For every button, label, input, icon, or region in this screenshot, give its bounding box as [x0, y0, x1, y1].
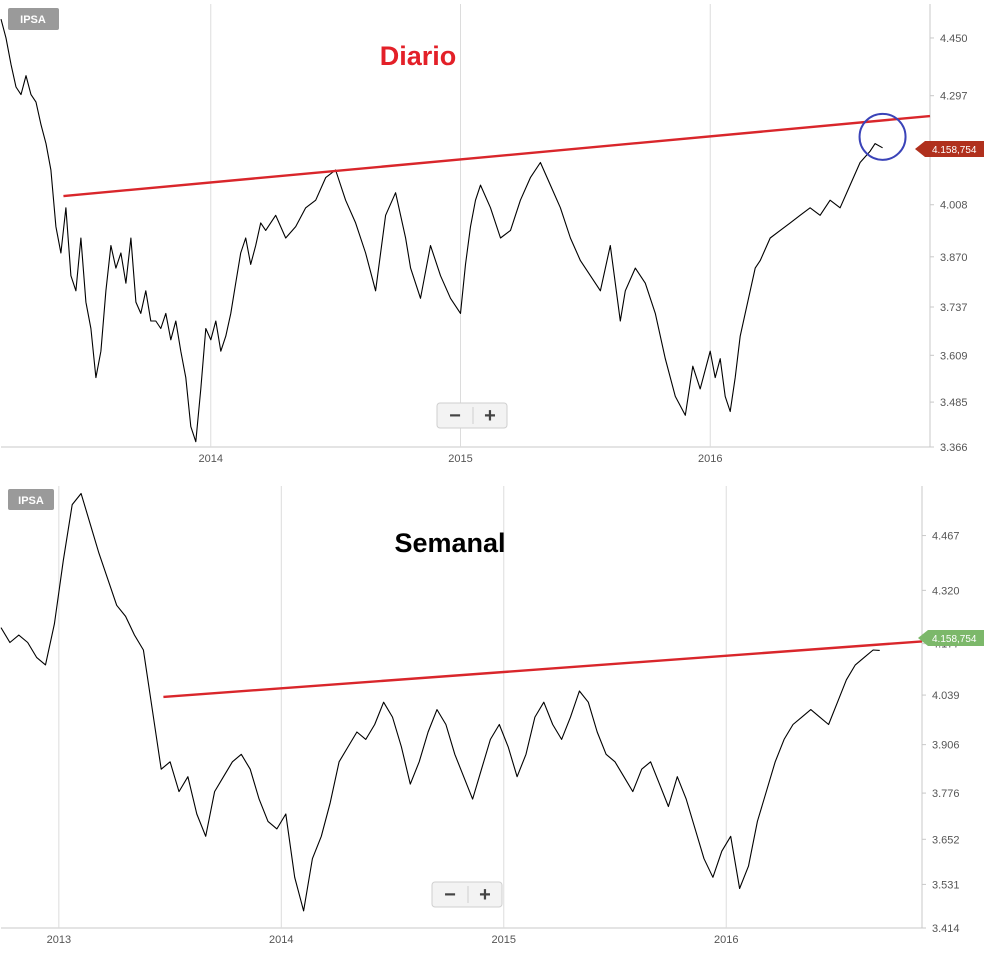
y-axis: 4.4504.2974.1534.0083.8703.7373.6093.485…	[930, 33, 968, 454]
x-tick-label: 2016	[714, 934, 738, 946]
chart-title-diario: Diario	[380, 41, 457, 71]
resistance-trendline	[63, 114, 931, 198]
weekly-chart-panel: 4.4674.3204.1774.0393.9063.7763.6523.531…	[0, 482, 984, 954]
annotation-layer	[63, 112, 931, 198]
x-tick-label: 2016	[698, 453, 722, 465]
last-value-label: 4.158,754	[932, 634, 977, 645]
x-axis: 2014 2015 2016	[199, 453, 723, 465]
y-tick-label: 3.870	[940, 252, 968, 264]
y-tick-label: 3.414	[932, 923, 960, 935]
y-tick-label: 3.366	[940, 442, 968, 454]
zoom-in-button[interactable]: +	[479, 884, 491, 906]
last-value-label: 4.158,754	[932, 145, 977, 156]
ticker-badge[interactable]: IPSA	[8, 489, 54, 510]
y-tick-label: 3.737	[940, 302, 968, 314]
y-tick-label: 3.652	[932, 834, 960, 846]
y-tick-label: 4.008	[940, 200, 968, 212]
last-value-badge: 4.158,754	[918, 630, 984, 646]
x-tick-label: 2015	[448, 453, 472, 465]
y-tick-label: 3.531	[932, 879, 960, 891]
ticker-badge[interactable]: IPSA	[8, 8, 59, 30]
last-value-badge: 4.158,754	[915, 141, 984, 157]
y-tick-label: 4.039	[932, 690, 960, 702]
x-tick-label: 2015	[492, 934, 516, 946]
series-layer	[0, 18, 883, 443]
y-tick-label: 3.906	[932, 740, 960, 752]
zoom-out-button[interactable]: −	[444, 884, 456, 906]
x-tick-label: 2013	[47, 934, 71, 946]
chart-title-semanal: Semanal	[394, 528, 505, 558]
y-axis: 4.4674.3204.1774.0393.9063.7763.6523.531…	[922, 531, 960, 935]
ticker-label: IPSA	[18, 495, 44, 507]
x-tick-label: 2014	[269, 934, 293, 946]
y-tick-label: 4.450	[940, 33, 968, 45]
price-series-line	[0, 492, 880, 912]
resistance-trendline	[163, 640, 923, 699]
zoom-controls: − +	[431, 881, 503, 908]
weekly-chart: 4.4674.3204.1774.0393.9063.7763.6523.531…	[0, 486, 984, 946]
price-series-line	[0, 18, 883, 443]
y-tick-label: 3.609	[940, 350, 968, 362]
daily-chart-panel: 4.4504.2974.1534.0083.8703.7373.6093.485…	[0, 0, 984, 468]
y-tick-label: 3.776	[932, 788, 960, 800]
y-tick-label: 4.320	[932, 585, 960, 597]
grid	[1, 486, 923, 929]
series-layer	[0, 492, 880, 912]
x-axis: 2013 2014 2015 2016	[47, 934, 739, 946]
ticker-label: IPSA	[20, 14, 46, 26]
zoom-in-button[interactable]: +	[484, 405, 496, 427]
annotation-layer	[163, 640, 923, 699]
y-tick-label: 4.467	[932, 531, 960, 543]
y-tick-label: 4.297	[940, 91, 968, 103]
zoom-controls: − +	[436, 402, 508, 429]
grid	[1, 4, 931, 448]
zoom-out-button[interactable]: −	[449, 405, 461, 427]
x-tick-label: 2014	[199, 453, 223, 465]
daily-chart: 4.4504.2974.1534.0083.8703.7373.6093.485…	[0, 4, 984, 465]
y-tick-label: 3.485	[940, 397, 968, 409]
highlight-circle	[858, 112, 907, 161]
